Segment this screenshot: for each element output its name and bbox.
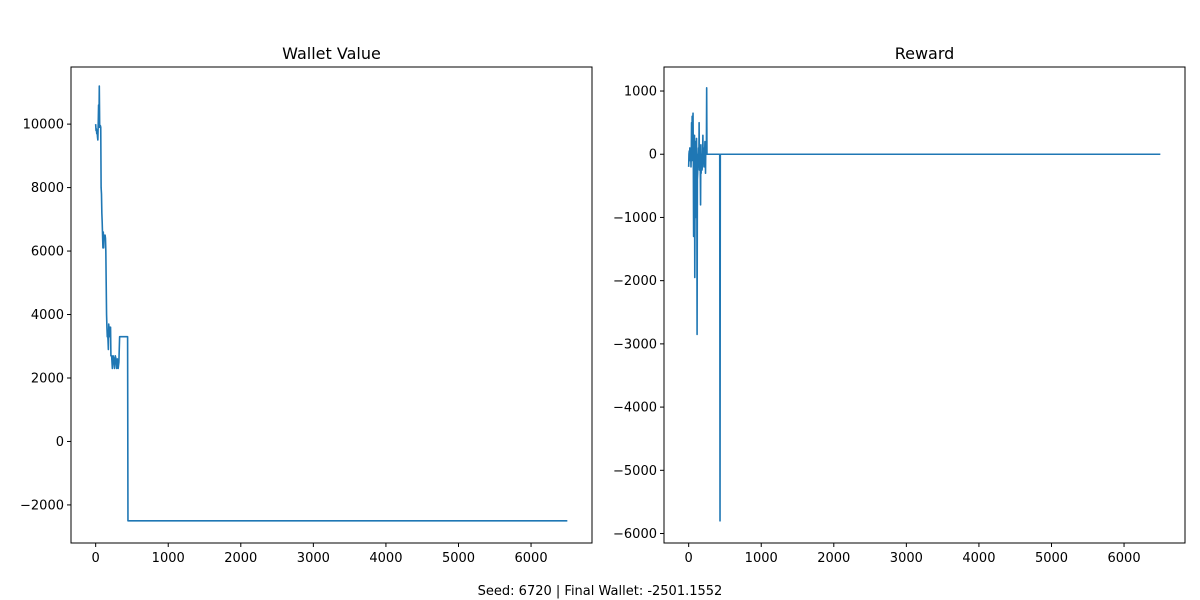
reward-y-tick-label: −1000	[613, 211, 657, 226]
wallet-value-axes-frame	[70, 66, 593, 544]
wallet-value-x-tick-label: 3000	[297, 551, 330, 566]
wallet-value-x-tick-label: 6000	[515, 551, 548, 566]
reward-x-tick-label: 0	[685, 551, 693, 566]
reward-y-tick-label: −5000	[613, 464, 657, 479]
reward-x-tick-label: 3000	[890, 551, 923, 566]
reward-chart: Reward 0 1000 2000 3000 4000 5000 6000 −6000 −500…	[613, 44, 1186, 566]
footer-text: Seed: 6720 | Final Wallet: -2501.1552	[478, 584, 723, 599]
reward-y-tick-label: 1000	[624, 85, 657, 100]
reward-x-tick-label: 2000	[817, 551, 850, 566]
wallet-value-y-tick-label: 2000	[31, 371, 64, 386]
wallet-value-chart: Wallet Value 0 1000 2000 3000 4000 5000 6000 −20…	[20, 44, 593, 566]
reward-chart-title: Reward	[895, 44, 955, 63]
reward-x-tick-label: 4000	[962, 551, 995, 566]
reward-x-tick-label: 5000	[1035, 551, 1068, 566]
reward-y-tick-label: −2000	[613, 274, 657, 289]
wallet-value-x-tick-label: 5000	[442, 551, 475, 566]
wallet-value-x-tick-label: 2000	[224, 551, 257, 566]
reward-x-tick-label: 1000	[745, 551, 778, 566]
reward-y-tick-label: −6000	[613, 527, 657, 542]
wallet-value-x-tick-label: 4000	[369, 551, 402, 566]
reward-y-tick-label: −4000	[613, 401, 657, 416]
wallet-value-chart-title: Wallet Value	[282, 44, 381, 63]
wallet-value-y-tick-label: −2000	[20, 498, 64, 513]
wallet-value-x-tick-label: 0	[92, 551, 100, 566]
reward-y-tick-label: −3000	[613, 337, 657, 352]
wallet-value-y-tick-label: 8000	[31, 181, 64, 196]
wallet-value-y-tick-label: 10000	[23, 118, 64, 133]
wallet-value-y-tick-label: 6000	[31, 245, 64, 260]
reward-x-tick-label: 6000	[1108, 551, 1141, 566]
reward-y-tick-label: 0	[649, 148, 657, 163]
wallet-value-series-line	[94, 85, 568, 522]
reward-axes-frame	[663, 66, 1186, 544]
wallet-value-y-tick-label: 4000	[31, 308, 64, 323]
wallet-value-y-tick-label: 0	[56, 435, 64, 450]
reward-series-line	[687, 87, 1161, 522]
wallet-value-x-tick-label: 1000	[152, 551, 185, 566]
